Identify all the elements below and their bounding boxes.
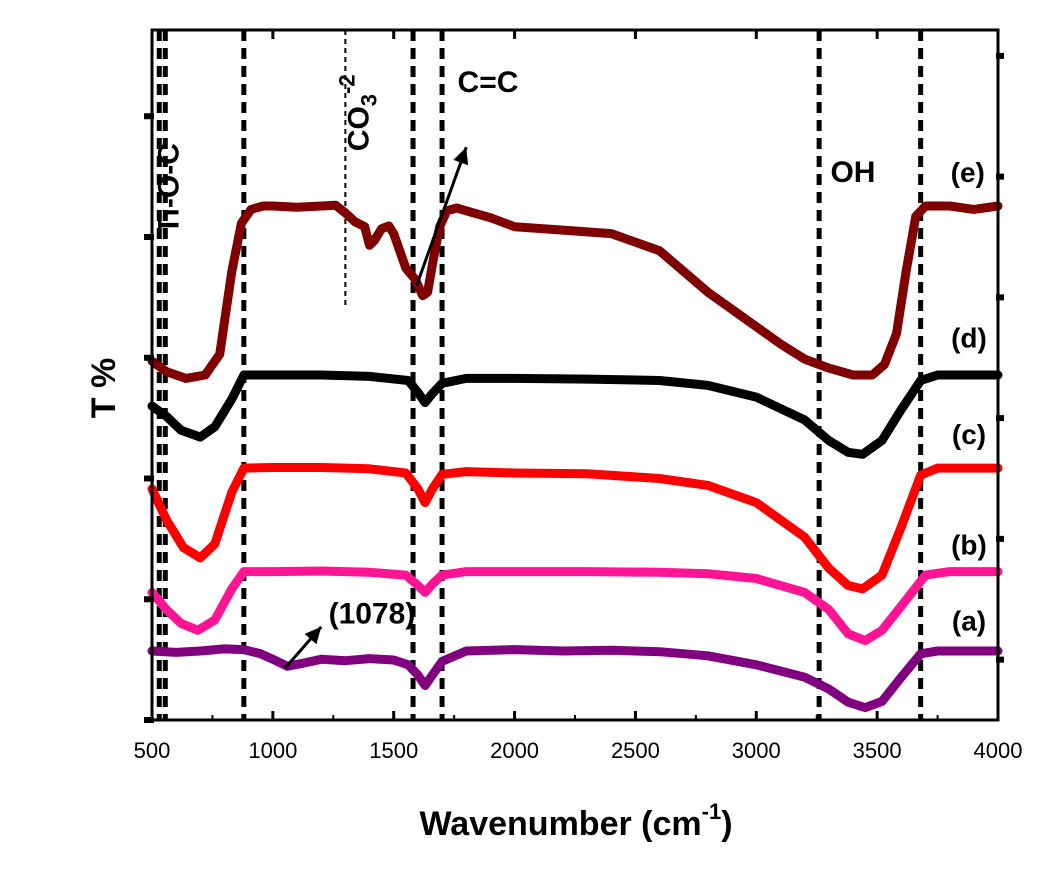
x-tick-label: 1500 [369, 738, 418, 763]
peak-annotation: CO3-2 [334, 74, 381, 151]
series-line [147, 463, 1003, 594]
x-tick-label: 3000 [732, 738, 781, 763]
x-tick-label: 3500 [853, 738, 902, 763]
peak-annotation: Ti-O-C [153, 143, 186, 234]
y-axis-title: T % [85, 358, 123, 418]
peak-annotation: OH [830, 156, 875, 189]
x-axis-title: Wavenumber (cm-1) [419, 799, 732, 843]
series-line [147, 200, 1003, 383]
series-line [147, 370, 1003, 459]
series-label: (e) [951, 157, 985, 188]
peak-annotation: (1078) [329, 597, 416, 630]
x-tick-label: 1000 [248, 738, 297, 763]
series-label: (a) [952, 605, 986, 636]
y-axis-ticks [144, 52, 1004, 723]
x-axis-ticks: 500 1000 1500 2000 2500 3000 3500 4000 [134, 30, 1023, 763]
x-tick-label: 2500 [611, 738, 660, 763]
x-tick-label: 500 [134, 738, 171, 763]
spectra [147, 200, 1003, 713]
x-tick-label: 2000 [490, 738, 539, 763]
series-label: (d) [951, 322, 987, 353]
arrow-head [453, 147, 469, 166]
annotation-arrows [283, 146, 469, 670]
series-line [147, 644, 1003, 713]
series-line [147, 566, 1003, 646]
arrow-shaft [415, 146, 468, 286]
arrow-head [304, 626, 322, 645]
peak-annotations: Ti-O-C CO3-2 C=C OH (1078) [153, 66, 876, 630]
x-tick-label: 4000 [974, 738, 1023, 763]
peak-annotation: C=C [458, 66, 519, 99]
series-label: (c) [952, 419, 986, 450]
series-label: (b) [951, 529, 987, 560]
series-labels: (e) (d) (c) (b) (a) [951, 157, 987, 636]
